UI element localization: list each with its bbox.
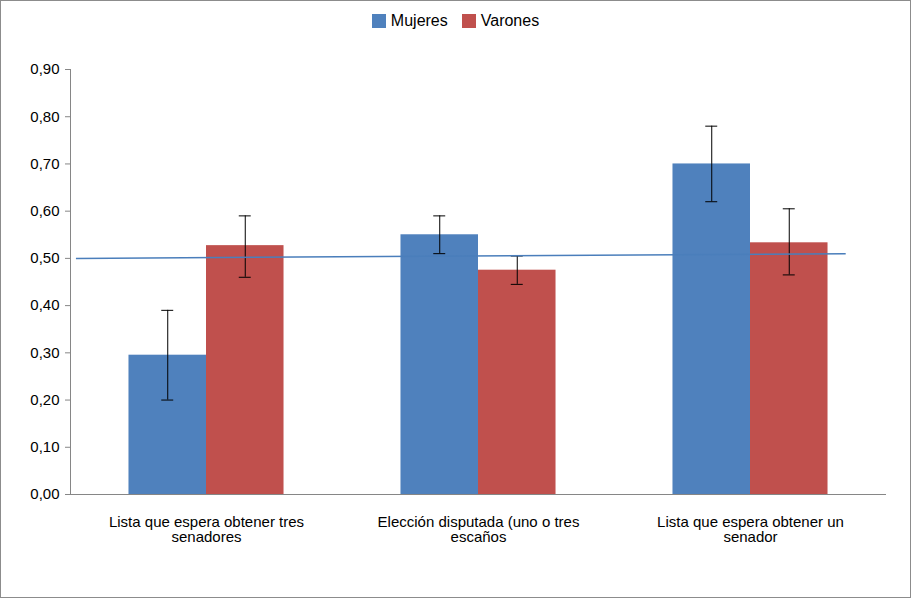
- svg-text:0,20: 0,20: [30, 391, 59, 408]
- svg-text:Lista que espera obtener tress: Lista que espera obtener tressenadores: [109, 513, 304, 545]
- svg-text:0,80: 0,80: [30, 108, 59, 125]
- svg-text:0,50: 0,50: [30, 249, 59, 266]
- svg-text:0,60: 0,60: [30, 202, 59, 219]
- svg-text:0,40: 0,40: [30, 296, 59, 313]
- svg-text:0,30: 0,30: [30, 344, 59, 361]
- svg-text:0,90: 0,90: [30, 60, 59, 77]
- svg-text:Lista que espera obtener unsen: Lista que espera obtener unsenador: [657, 513, 844, 545]
- svg-text:Elección disputada (uno o tres: Elección disputada (uno o tresescaños: [378, 513, 580, 545]
- html-text:Mujeres: Mujeres: [390, 12, 448, 29]
- html-text:Varones: Varones: [480, 12, 540, 29]
- svg-text:0,70: 0,70: [30, 155, 59, 172]
- svg-text:0,00: 0,00: [30, 485, 59, 502]
- svg-text:0,10: 0,10: [30, 438, 59, 455]
